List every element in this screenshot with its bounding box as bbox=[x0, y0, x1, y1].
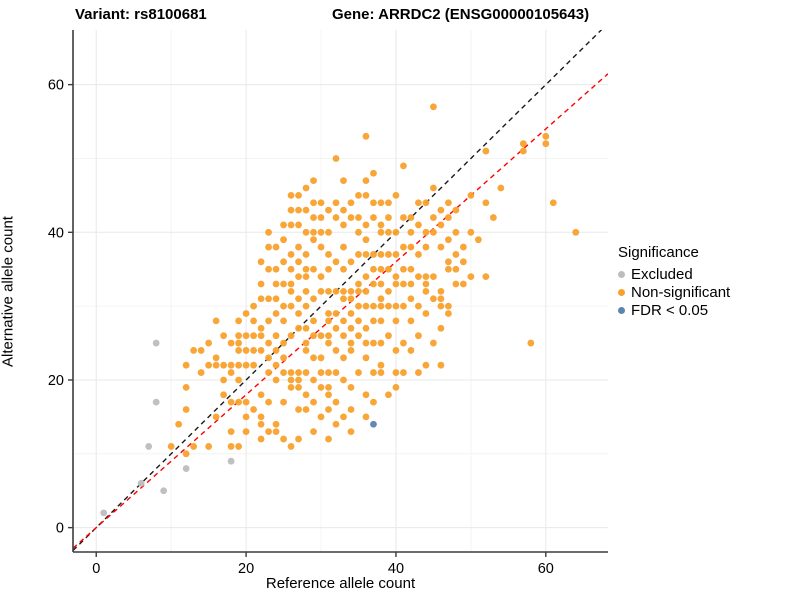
svg-text:60: 60 bbox=[48, 78, 64, 94]
legend-item-label: Non-significant bbox=[631, 283, 731, 301]
svg-text:20: 20 bbox=[238, 561, 254, 577]
x-axis-label: Reference allele count bbox=[265, 575, 416, 592]
plot-title-variant: Variant: rs8100681 bbox=[75, 6, 207, 23]
svg-text:0: 0 bbox=[92, 561, 100, 577]
svg-text:40: 40 bbox=[48, 225, 64, 241]
legend-item-label: FDR < 0.05 bbox=[631, 301, 709, 319]
legend-item-non-significant: Non-significant bbox=[618, 283, 730, 301]
legend-item-label: Excluded bbox=[631, 265, 693, 283]
plot-title-gene: Gene: ARRDC2 (ENSG00000105643) bbox=[332, 6, 590, 23]
legend: Significance Excluded Non-significant FD… bbox=[618, 244, 730, 319]
non-significant-dot-icon bbox=[618, 288, 625, 296]
y-axis-label: Alternative allele count bbox=[0, 216, 17, 367]
legend-item-excluded: Excluded bbox=[618, 265, 730, 283]
svg-text:0: 0 bbox=[56, 521, 64, 537]
svg-text:60: 60 bbox=[538, 561, 554, 577]
svg-text:40: 40 bbox=[388, 561, 404, 577]
svg-text:20: 20 bbox=[48, 373, 64, 389]
legend-title: Significance bbox=[618, 244, 699, 261]
excluded-dot-icon bbox=[618, 270, 625, 278]
fdr-dot-icon bbox=[618, 306, 625, 314]
legend-item-fdr: FDR < 0.05 bbox=[618, 301, 730, 319]
